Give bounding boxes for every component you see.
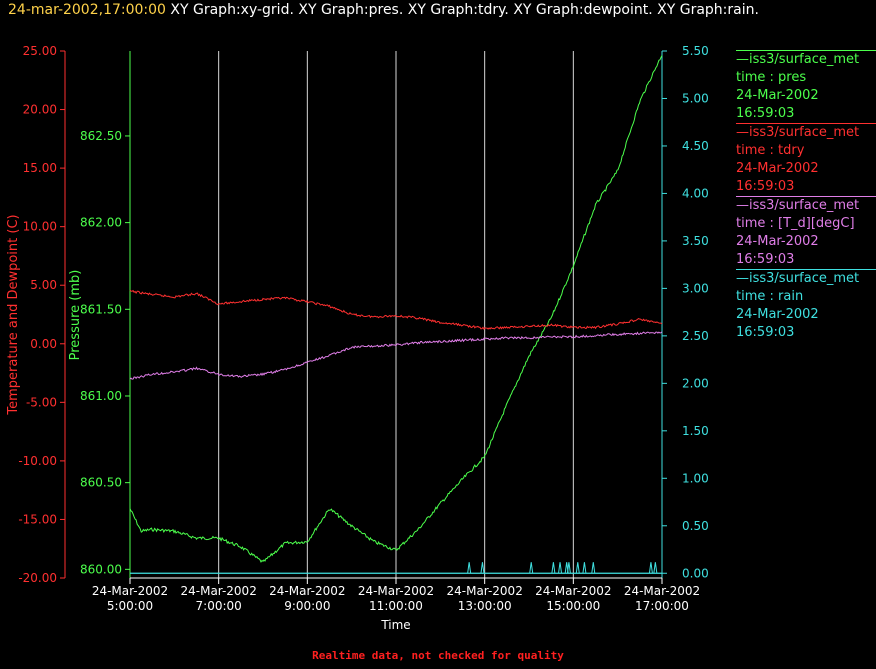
legend-item-pres: —iss3/surface_met time : pres 24-Mar-200…	[736, 50, 876, 123]
temp-tick-label: 5.00	[30, 278, 57, 292]
rain-spike	[591, 562, 596, 574]
legend-time: 16:59:03	[736, 325, 795, 340]
rain-tick-label: 2.00	[682, 376, 709, 390]
header-graph-list: XY Graph:xy-grid. XY Graph:pres. XY Grap…	[170, 2, 759, 18]
x-tick-time: 7:00:00	[196, 599, 242, 613]
x-tick-date: 24-Mar-2002	[269, 584, 345, 598]
series-line-pres	[129, 55, 663, 563]
x-tick-date: 24-Mar-2002	[180, 584, 256, 598]
rain-tick-label: 0.50	[682, 519, 709, 533]
temp-tick-label: -10.00	[18, 454, 57, 468]
pressure-tick-label: 862.00	[80, 216, 122, 230]
series-line-temp	[129, 331, 663, 380]
x-tick-date: 24-Mar-2002	[446, 584, 522, 598]
temp-axis-label: Temperature and Dewpoint (C)	[6, 214, 21, 415]
legend-item-tdry: —iss3/surface_met time : tdry 24-Mar-200…	[736, 123, 876, 196]
temp-tick-label: 10.00	[23, 220, 57, 234]
rain-spike	[480, 562, 485, 574]
legend-time: 16:59:03	[736, 179, 795, 194]
x-tick-time: 11:00:00	[369, 599, 423, 613]
legend-date: 24-Mar-2002	[736, 234, 819, 249]
rain-tick-label: 4.00	[682, 186, 709, 200]
legend-field: time : pres	[736, 70, 807, 85]
rain-spike	[467, 562, 472, 574]
legend-field: time : tdry	[736, 143, 805, 158]
temp-tick-label: 20.00	[23, 103, 57, 117]
x-tick-time: 17:00:00	[635, 599, 689, 613]
rain-tick-label: 3.00	[682, 281, 709, 295]
x-tick-date: 24-Mar-2002	[92, 584, 168, 598]
legend-time: 16:59:03	[736, 106, 795, 121]
temp-tick-label: -5.00	[26, 395, 57, 409]
x-tick-time: 9:00:00	[284, 599, 330, 613]
legend-time: 16:59:03	[736, 252, 795, 267]
legend-field: time : rain	[736, 289, 804, 304]
legend-item-dewpoint: —iss3/surface_met time : [T_d][degC] 24-…	[736, 196, 876, 269]
rain-spike	[558, 562, 563, 574]
x-tick-time: 15:00:00	[546, 599, 600, 613]
pressure-axis-label: Pressure (mb)	[68, 270, 83, 361]
rain-tick-label: 1.00	[682, 471, 709, 485]
temp-tick-label: -20.00	[18, 571, 57, 585]
rain-tick-label: 0.00	[682, 566, 709, 580]
legend-date: 24-Mar-2002	[736, 88, 819, 103]
x-tick-date: 24-Mar-2002	[624, 584, 700, 598]
legend-title: —iss3/surface_met	[736, 198, 860, 213]
pressure-tick-label: 860.00	[80, 562, 122, 576]
chart-header: 24-mar-2002,17:00:00 XY Graph:xy-grid. X…	[8, 2, 759, 18]
rain-spike	[582, 562, 587, 574]
legend: —iss3/surface_met time : pres 24-Mar-200…	[736, 50, 876, 342]
rain-tick-label: 4.50	[682, 139, 709, 153]
pressure-tick-label: 861.00	[80, 389, 122, 403]
temp-tick-label: 0.00	[30, 337, 57, 351]
x-axis-label: Time	[380, 618, 410, 632]
x-tick-time: 5:00:00	[107, 599, 153, 613]
temp-tick-label: 25.00	[23, 44, 57, 58]
x-tick-date: 24-Mar-2002	[535, 584, 611, 598]
rain-tick-label: 5.50	[682, 44, 709, 58]
rain-spike	[529, 562, 534, 574]
series-line-temp	[129, 289, 663, 331]
temp-tick-label: 15.00	[23, 161, 57, 175]
rain-spike	[653, 562, 658, 574]
legend-item-rain: —iss3/surface_met time : rain 24-Mar-200…	[736, 269, 876, 342]
legend-title: —iss3/surface_met	[736, 125, 860, 140]
rain-spike	[575, 562, 580, 574]
temp-tick-label: -15.00	[18, 512, 57, 526]
x-tick-time: 13:00:00	[458, 599, 512, 613]
legend-field: time : [T_d][degC]	[736, 216, 855, 231]
legend-title: —iss3/surface_met	[736, 271, 860, 286]
rain-tick-label: 5.00	[682, 91, 709, 105]
x-tick-date: 24-Mar-2002	[358, 584, 434, 598]
legend-date: 24-Mar-2002	[736, 161, 819, 176]
legend-title: —iss3/surface_met	[736, 52, 860, 67]
pressure-tick-label: 861.50	[80, 302, 122, 316]
quality-note: Realtime data, not checked for quality	[312, 649, 564, 662]
legend-date: 24-Mar-2002	[736, 307, 819, 322]
rain-tick-label: 2.50	[682, 329, 709, 343]
rain-spike	[648, 562, 653, 574]
pressure-tick-label: 862.50	[80, 129, 122, 143]
header-datetime: 24-mar-2002,17:00:00	[8, 2, 166, 18]
rain-tick-label: 1.50	[682, 424, 709, 438]
rain-spike	[566, 562, 571, 574]
rain-tick-label: 3.50	[682, 234, 709, 248]
pressure-tick-label: 860.50	[80, 476, 122, 490]
rain-spike	[551, 562, 556, 574]
